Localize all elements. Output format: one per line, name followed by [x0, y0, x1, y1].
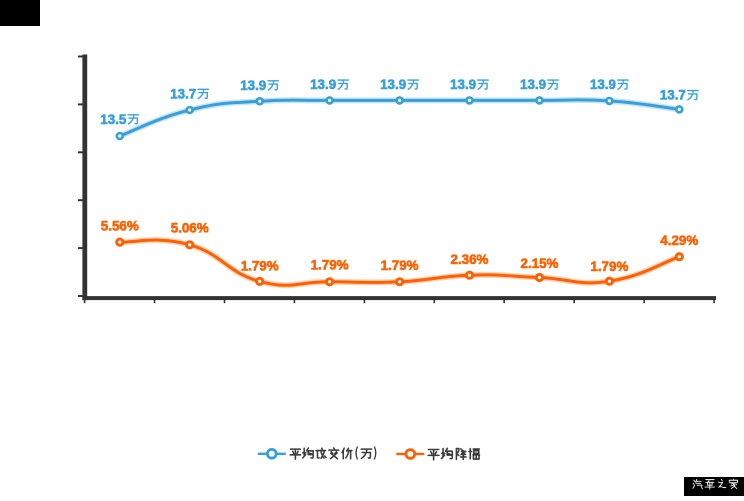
svg-text:2.36%: 2.36%	[451, 252, 489, 267]
svg-text:13.9: 13.9	[240, 78, 266, 93]
svg-text:13.9: 13.9	[310, 77, 336, 92]
svg-text:1.79%: 1.79%	[311, 258, 349, 273]
svg-text:13.9: 13.9	[590, 77, 616, 92]
svg-text:13.9: 13.9	[520, 77, 546, 92]
svg-text:13.9: 13.9	[450, 77, 476, 92]
svg-text:1.79%: 1.79%	[381, 258, 419, 273]
svg-text:1.79%: 1.79%	[241, 258, 279, 273]
svg-text:13.5: 13.5	[100, 112, 127, 127]
svg-text:4.29%: 4.29%	[660, 233, 698, 248]
svg-text:2.15%: 2.15%	[521, 256, 559, 271]
svg-text:13.7: 13.7	[170, 86, 196, 101]
svg-text:5.06%: 5.06%	[171, 221, 209, 236]
svg-text:13.9: 13.9	[380, 77, 406, 92]
svg-text:5.56%: 5.56%	[101, 218, 139, 233]
svg-text:1.79%: 1.79%	[590, 259, 628, 274]
svg-text:13.7: 13.7	[660, 88, 686, 103]
